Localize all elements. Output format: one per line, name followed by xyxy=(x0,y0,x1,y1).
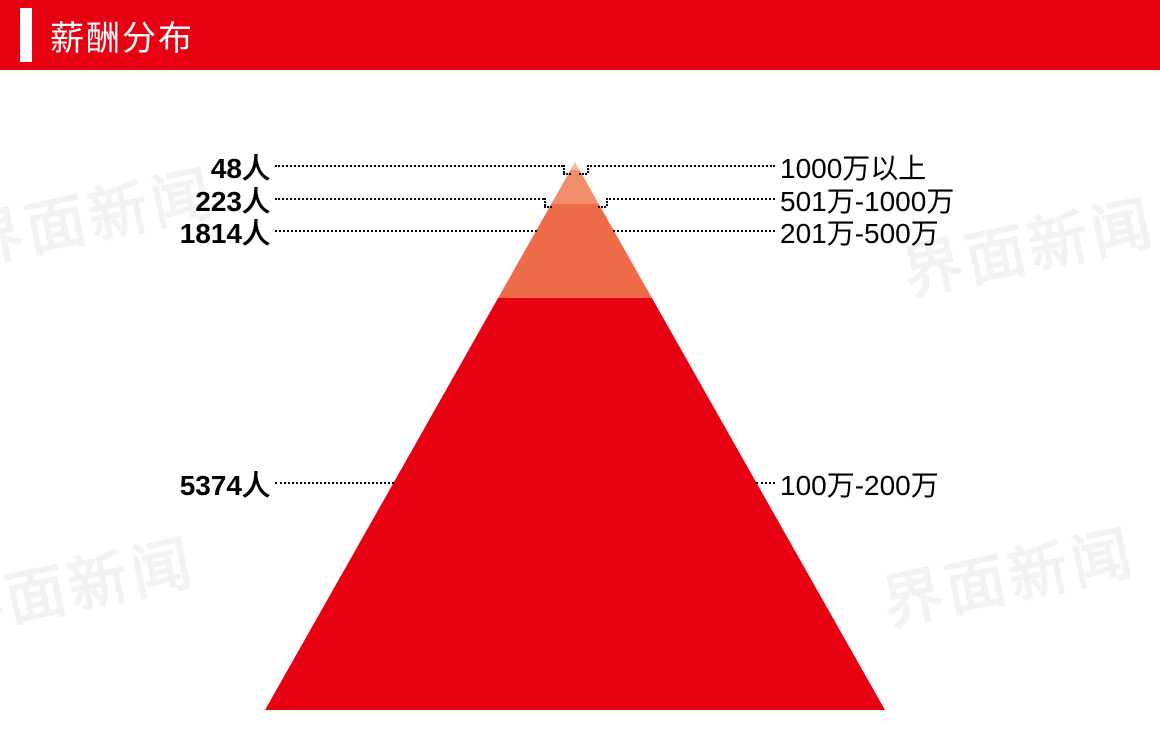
leader-line xyxy=(544,198,546,206)
header-accent xyxy=(20,8,32,62)
leader-line xyxy=(598,206,606,208)
range-label: 201万-500万 xyxy=(780,212,939,252)
leader-line xyxy=(563,165,565,173)
header-bar: 薪酬分布 xyxy=(0,0,1160,70)
leader-line xyxy=(544,206,552,208)
leader-line xyxy=(613,230,775,232)
pyramid-tier xyxy=(551,170,599,204)
leader-line xyxy=(606,198,608,206)
header-title: 薪酬分布 xyxy=(50,11,194,60)
leader-line xyxy=(275,230,537,232)
chart-area: 48人1000万以上223人501万-1000万1814人201万-500万53… xyxy=(0,70,1160,738)
pyramid-tier xyxy=(570,162,579,170)
count-label: 5374人 xyxy=(180,464,270,504)
count-label: 1814人 xyxy=(180,212,270,252)
leader-line xyxy=(587,165,589,173)
leader-line xyxy=(275,198,544,200)
leader-line xyxy=(563,173,571,175)
leader-line xyxy=(275,165,563,167)
pyramid-svg xyxy=(0,70,1160,738)
range-label: 100万-200万 xyxy=(780,464,939,504)
leader-line xyxy=(587,165,775,167)
pyramid-tier xyxy=(265,298,885,710)
leader-line xyxy=(756,482,775,484)
leader-line xyxy=(275,482,394,484)
leader-line xyxy=(579,173,587,175)
pyramid-tier xyxy=(498,204,652,298)
leader-line xyxy=(606,198,775,200)
